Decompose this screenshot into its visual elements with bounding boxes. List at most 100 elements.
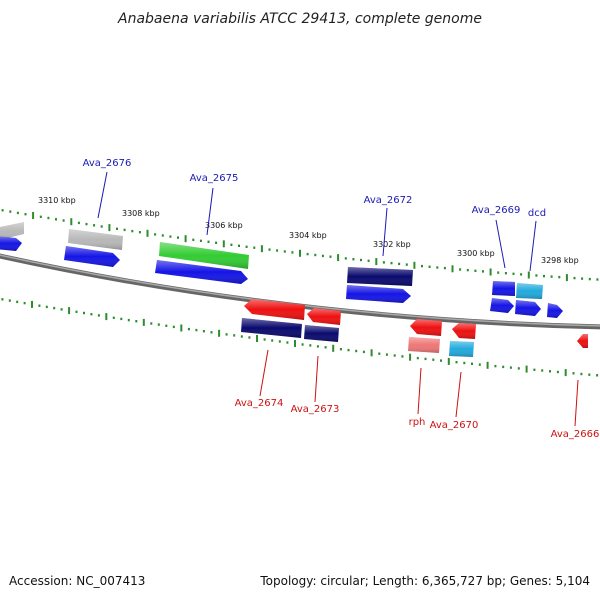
minor-tick bbox=[314, 253, 317, 257]
kbp-label-3310: 3310 kbp bbox=[38, 196, 76, 205]
leader-line bbox=[97, 171, 108, 219]
gene-shine bbox=[307, 308, 341, 325]
minor-tick bbox=[321, 254, 324, 258]
major-tick bbox=[565, 274, 568, 282]
minor-tick bbox=[138, 231, 141, 234]
minor-tick bbox=[533, 368, 536, 371]
minor-tick bbox=[131, 229, 134, 233]
gene-label-ava-2676[interactable]: Ava_2676 bbox=[83, 158, 132, 169]
major-tick bbox=[486, 361, 489, 369]
minor-tick bbox=[202, 330, 205, 333]
gene-shine bbox=[0, 236, 22, 251]
minor-tick bbox=[177, 236, 179, 239]
minor-tick bbox=[116, 227, 118, 230]
gene-label-ava-2669[interactable]: Ava_2669 bbox=[472, 205, 521, 216]
major-tick bbox=[108, 224, 111, 232]
minor-tick bbox=[55, 218, 57, 221]
major-tick bbox=[564, 369, 567, 377]
major-tick bbox=[489, 268, 492, 276]
minor-tick bbox=[428, 265, 431, 268]
gene-label-ava-2673[interactable]: Ava_2673 bbox=[291, 404, 340, 415]
minor-tick bbox=[316, 345, 319, 348]
minor-tick bbox=[440, 359, 442, 362]
minor-tick bbox=[268, 248, 271, 251]
minor-tick bbox=[393, 354, 396, 357]
minor-tick bbox=[161, 234, 164, 237]
minor-tick bbox=[550, 275, 553, 278]
major-tick bbox=[337, 254, 340, 262]
kbp-label-3302: 3302 kbp bbox=[373, 240, 411, 249]
minor-tick bbox=[263, 338, 266, 341]
gene-label-rph[interactable]: rph bbox=[409, 417, 426, 428]
minor-tick bbox=[112, 316, 115, 319]
minor-tick bbox=[77, 221, 80, 225]
minor-tick bbox=[558, 275, 561, 279]
leader-line bbox=[382, 207, 388, 257]
minor-tick bbox=[421, 264, 423, 268]
gene-label-ava-2675[interactable]: Ava_2675 bbox=[190, 173, 239, 184]
gene-label-ava-2666[interactable]: Ava_2666 bbox=[551, 429, 600, 440]
minor-tick bbox=[466, 268, 469, 272]
gene-shine bbox=[68, 229, 123, 250]
minor-tick bbox=[271, 339, 274, 342]
minor-tick bbox=[556, 370, 559, 374]
minor-tick bbox=[347, 348, 350, 352]
minor-tick bbox=[580, 372, 583, 376]
minor-tick bbox=[93, 224, 96, 227]
minor-tick bbox=[482, 270, 484, 273]
gene-label-ava-2674[interactable]: Ava_2674 bbox=[235, 398, 284, 409]
minor-tick bbox=[509, 366, 512, 369]
minor-tick bbox=[443, 266, 446, 270]
major-tick bbox=[146, 229, 149, 237]
major-tick bbox=[375, 258, 378, 266]
minor-tick bbox=[192, 238, 195, 241]
gene-label-ava-2670[interactable]: Ava_2670 bbox=[430, 420, 479, 431]
minor-tick bbox=[309, 344, 312, 347]
minor-tick bbox=[245, 245, 248, 248]
minor-tick bbox=[8, 299, 11, 302]
minor-tick bbox=[240, 335, 243, 338]
leader-lines bbox=[97, 171, 579, 427]
major-tick bbox=[299, 249, 301, 257]
major-tick bbox=[68, 307, 71, 315]
gene-shine bbox=[516, 283, 543, 299]
minor-tick bbox=[572, 372, 575, 375]
gene-shine bbox=[547, 303, 563, 318]
minor-tick bbox=[588, 373, 591, 376]
kbp-label-3304: 3304 kbp bbox=[289, 231, 327, 240]
minor-tick bbox=[543, 274, 545, 278]
minor-tick bbox=[596, 278, 599, 281]
minor-tick bbox=[352, 258, 355, 261]
minor-tick bbox=[187, 327, 190, 331]
gene-shine bbox=[410, 319, 442, 336]
minor-tick bbox=[45, 305, 48, 309]
minor-tick bbox=[199, 239, 202, 242]
gene-label-dcd[interactable]: dcd bbox=[528, 208, 546, 219]
minor-tick bbox=[520, 273, 523, 276]
minor-tick bbox=[517, 367, 520, 370]
major-tick bbox=[525, 365, 528, 373]
minor-tick bbox=[541, 369, 544, 372]
minor-tick bbox=[248, 336, 251, 339]
minor-tick bbox=[474, 269, 477, 272]
leader-line bbox=[495, 219, 506, 269]
minor-tick bbox=[324, 346, 327, 349]
minor-tick bbox=[283, 250, 286, 253]
minor-tick bbox=[549, 370, 551, 373]
major-tick bbox=[218, 329, 221, 337]
gene-label-ava-2672[interactable]: Ava_2672 bbox=[364, 195, 413, 206]
minor-tick bbox=[1, 209, 4, 212]
inner-tick-ring bbox=[1, 298, 599, 377]
major-tick bbox=[32, 212, 35, 219]
major-tick bbox=[31, 300, 33, 308]
minor-tick bbox=[210, 331, 213, 334]
gene-shine bbox=[244, 299, 305, 320]
kbp-labels: 3310 kbp 3308 kbp 3306 kbp 3304 kbp 3302… bbox=[38, 196, 579, 265]
minor-tick bbox=[253, 246, 256, 249]
accession-text: Accession: NC_007413 bbox=[9, 574, 146, 588]
major-tick bbox=[142, 318, 145, 326]
minor-tick bbox=[53, 306, 56, 310]
topology-text: Topology: circular; Length: 6,365,727 bp… bbox=[260, 574, 590, 588]
major-tick bbox=[256, 335, 258, 342]
